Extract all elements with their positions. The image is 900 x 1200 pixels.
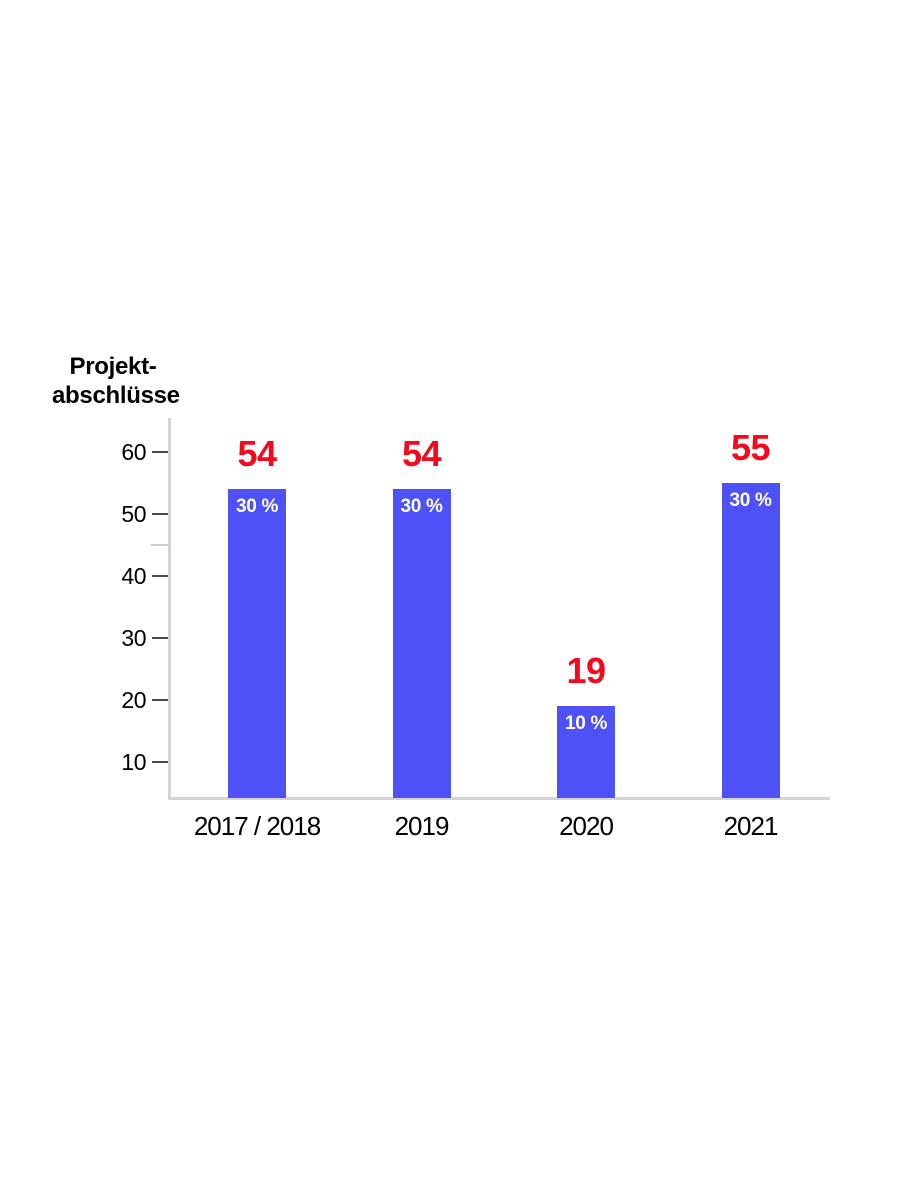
y-tick-label: 20 <box>121 687 146 713</box>
y-tick-label: 60 <box>121 439 146 465</box>
y-tick-label: 10 <box>121 749 146 775</box>
x-axis-line <box>168 797 830 800</box>
bar-value-label: 54 <box>401 433 442 475</box>
bar-value-label: 54 <box>237 433 277 475</box>
y-tick-label: 50 <box>121 501 146 527</box>
y-tick-mark <box>152 451 168 453</box>
x-tick-label: 2021 <box>723 811 779 841</box>
bar-percent-label: 30 % <box>400 496 443 518</box>
bar <box>392 489 451 798</box>
y-tick-label: 30 <box>121 625 146 651</box>
x-tick-label: 2019 <box>394 811 450 841</box>
bar <box>228 489 286 798</box>
bar-percent-label: 30 % <box>235 496 279 518</box>
y-axis-title: Projekt- abschlüsse <box>52 352 180 410</box>
x-tick-label: 2020 <box>559 811 614 841</box>
y-axis-title-line1: Projekt- <box>69 353 157 380</box>
y-axis-title-line2: abschlüsse <box>52 382 180 409</box>
y-axis-line <box>168 418 171 799</box>
y-minor-tick-mark <box>151 544 171 546</box>
y-tick-mark <box>152 699 168 701</box>
bar-percent-label: 10 % <box>564 713 608 735</box>
y-tick-mark <box>152 761 168 763</box>
y-tick-mark <box>152 513 168 515</box>
y-tick-mark <box>152 637 168 639</box>
y-tick-mark <box>152 575 168 577</box>
bar-value-label: 55 <box>730 427 771 468</box>
x-tick-label: 2017 / 2018 <box>193 811 321 841</box>
y-tick-label: 40 <box>121 563 146 589</box>
bar-percent-label: 30 % <box>729 490 772 511</box>
bar <box>721 483 780 798</box>
bar <box>557 706 615 798</box>
bar-value-label: 19 <box>566 650 606 692</box>
